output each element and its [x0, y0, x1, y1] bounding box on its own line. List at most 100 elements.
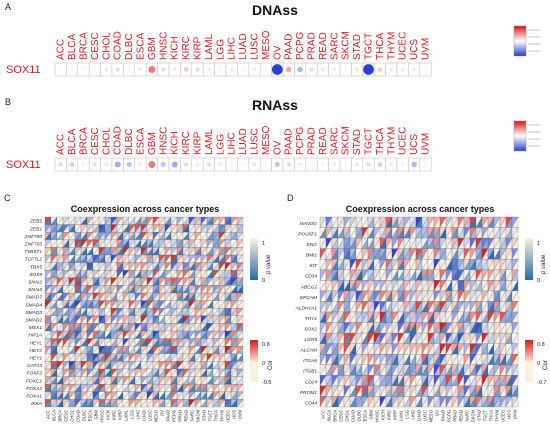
- dnass-col-label: MESO: [261, 30, 272, 60]
- heatc-row-label: HEY2: [29, 348, 42, 354]
- heatd-col-label: LGG: [405, 410, 410, 419]
- rnass-bubble: [366, 162, 371, 167]
- heatc-col-label: LUAD: [142, 410, 147, 421]
- rnass-bubble: [184, 162, 189, 167]
- rnass-col-label: ESCA: [136, 127, 147, 155]
- dnass-bubble: [241, 68, 245, 71]
- heatd-row-label: CD34: [305, 274, 318, 280]
- heatd-col-label: LIHC: [411, 410, 416, 420]
- dnass-bubble: [285, 66, 292, 73]
- heatc-col-label: THCA: [214, 410, 219, 422]
- rnass-bubble: [92, 162, 97, 167]
- heatd-cor-legend-bar: [525, 340, 533, 382]
- heatc-col-label: STAD: [202, 410, 207, 421]
- dnass-col-label: BLCA: [67, 34, 78, 60]
- heatd-col-label: CESC: [339, 410, 344, 422]
- rnass-col-label: SARC: [329, 127, 340, 155]
- heatc-col-label: DLBC: [82, 410, 87, 421]
- rnass-col-label: LAML: [204, 128, 215, 155]
- dnass-col-label: LIHC: [227, 37, 238, 60]
- dnass-bubble: [115, 67, 120, 72]
- rnass-bubble: [104, 162, 109, 167]
- heatd-row-label: LGR5: [304, 337, 317, 343]
- dnass-bubble: [332, 67, 337, 72]
- rnass-bubble: [230, 163, 234, 166]
- heatd-row-label: EPCAM: [300, 295, 317, 301]
- rnass-col-label: ACC: [56, 134, 67, 155]
- dnass-bubble: [59, 68, 63, 71]
- heatd-p-tick: 1: [537, 241, 540, 247]
- heatd-row-label: ITGB1: [303, 369, 317, 375]
- dnass-col-label: OV: [272, 45, 283, 60]
- rnass-bubble: [252, 162, 257, 167]
- dnass-col-label: THCA: [375, 32, 386, 60]
- dnass-bubble: [218, 68, 222, 71]
- dnass-bubble: [424, 68, 427, 71]
- rnass-bubble: [389, 162, 394, 167]
- heatc-col-label: UVM: [238, 409, 243, 419]
- rnass-bubble: [332, 162, 337, 167]
- dnass-bubble: [264, 68, 268, 71]
- dnass-col-label: UCEC: [398, 32, 409, 60]
- rnass-bubble: [148, 160, 156, 169]
- heatc-col-label: CHOL: [70, 409, 75, 421]
- dnass-bubble: [400, 67, 405, 72]
- rnass-col-label: CESC: [90, 127, 101, 155]
- heatc-col-label: KICH: [106, 410, 111, 420]
- panel-d-title: Coexpression across cancer types: [345, 204, 495, 214]
- heatd-p-legend-bar: [525, 238, 533, 280]
- heatc-col-label: SARC: [190, 410, 195, 422]
- heatc-cor-tick: -0.5: [262, 380, 271, 386]
- panel-b-title: RNAss: [252, 97, 298, 113]
- heatc-cor-legend-bar: [250, 340, 258, 382]
- heatd-col-label: OV: [435, 410, 440, 416]
- heatc-row-label: FOXC1: [26, 378, 42, 384]
- rnass-bubble: [69, 162, 75, 167]
- dnass-bubble: [412, 67, 416, 72]
- heatc-row-label: FOXA2: [26, 386, 42, 392]
- heatc-col-label: PRAD: [178, 410, 183, 422]
- rnass-bubble: [321, 163, 325, 166]
- heatd-p-tick: 0: [537, 278, 540, 284]
- heatd-col-label: THYM: [495, 410, 500, 422]
- heatc-p-legend-title: p value: [266, 254, 272, 275]
- heatd-col-label: PCPG: [447, 410, 452, 422]
- rnass-bubble: [241, 163, 245, 166]
- dnass-bubble: [183, 67, 189, 72]
- heatc-row-label: SMAD4: [25, 302, 42, 308]
- heatc-row-label: HEY1: [29, 356, 42, 362]
- heatc-col-label: UCS: [232, 410, 237, 419]
- dnass-legend-bar: [513, 25, 527, 57]
- dnass-col-label: UCS: [409, 39, 420, 60]
- rnass-bubble: [195, 162, 200, 167]
- rnass-bubble: [355, 162, 359, 167]
- heatd-col-label: UCEC: [501, 410, 506, 422]
- heatd-col-label: LUAD: [417, 410, 422, 421]
- heatd-row-label: ENG: [307, 242, 318, 248]
- heatd-cor-tick: 0: [537, 361, 540, 367]
- rnass-col-label: LGG: [215, 134, 226, 155]
- dnass-bubble: [70, 68, 74, 71]
- heatc-col-label: UCEC: [226, 410, 231, 422]
- rnass-col-label: KIRP: [193, 131, 204, 155]
- heatd-col-label: PRAD: [453, 410, 458, 422]
- panel-a-title: DNAss: [252, 2, 298, 18]
- heatc-row-label: ZEB2: [29, 219, 42, 225]
- heatc-p-tick: 1: [262, 241, 265, 247]
- heatd-col-label: KIRP: [393, 410, 398, 420]
- heatc-row-label: MSX1: [29, 325, 42, 331]
- rnass-bubble: [160, 162, 166, 167]
- heatd-col-label: BRCA: [333, 410, 338, 422]
- heatc-cor-legend-title: Cor: [268, 360, 274, 370]
- heatc-col-label: KIRP: [118, 410, 123, 420]
- heatc-col-label: ESCA: [88, 410, 93, 422]
- heatc-row-label: SMAD7: [25, 295, 42, 301]
- panel-c-letter: C: [4, 193, 11, 203]
- heatc-col-label: ACC: [46, 410, 51, 419]
- heatd-col-label: COAD: [351, 410, 356, 422]
- heatd-col-label: HNSC: [375, 410, 380, 422]
- heatd-col-label: ACC: [321, 410, 326, 419]
- dnass-col-label: DLBC: [124, 33, 135, 60]
- heatc-row-label: ZNF750: [24, 234, 43, 240]
